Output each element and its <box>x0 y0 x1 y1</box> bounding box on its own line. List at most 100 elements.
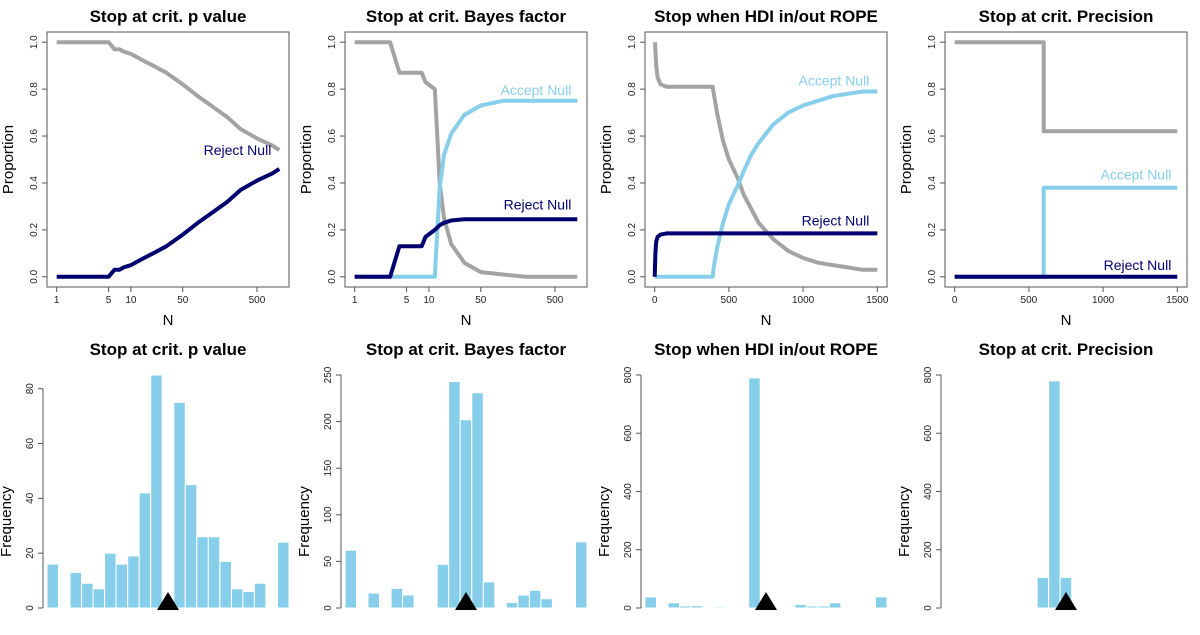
histogram-bar <box>436 563 450 609</box>
x-tick-label: 500 <box>721 295 738 306</box>
histogram-bar <box>127 555 140 609</box>
histogram-bar <box>367 592 380 609</box>
y-axis-label: Proportion <box>898 125 915 194</box>
series-line-reject-null <box>354 217 578 279</box>
y-axis-label: Proportion <box>298 125 315 194</box>
histogram-bar <box>817 605 830 609</box>
y-tick-label: 200 <box>323 413 334 430</box>
histogram-bar <box>344 549 357 609</box>
y-tick-label: 0.0 <box>29 269 40 283</box>
histogram-chart-3: Stop when HDI in/out ROPE 0 200 400 600 800 Fr… <box>596 340 888 611</box>
y-tick-label: 0.8 <box>927 82 938 96</box>
y-tick-label: 0.0 <box>627 269 638 283</box>
histogram-bar <box>459 419 473 609</box>
histogram-bar <box>690 605 704 609</box>
histogram-chart-2: Stop at crit. Bayes factor 0 50 100 150 200 25… <box>296 340 588 611</box>
y-tick-label: 0.8 <box>327 82 338 96</box>
series-line-undecided <box>56 40 281 152</box>
histogram-chart-1: Stop at crit. p value 0 20 40 60 80 Frequency <box>0 340 290 611</box>
y-tick-label: 0 <box>923 605 934 611</box>
chart-title: Stop when HDI in/out ROPE <box>654 340 878 359</box>
x-tick-label: 0 <box>652 295 658 306</box>
x-tick-label: 50 <box>177 295 189 306</box>
y-tick-label: 200 <box>623 541 634 558</box>
plot-frame <box>644 31 888 288</box>
histogram-bar <box>46 563 59 609</box>
series-line-undecided <box>354 40 578 279</box>
y-tick-label: 1.0 <box>927 35 938 49</box>
y-tick-label: 0.8 <box>29 82 40 96</box>
x-tick-label: 500 <box>1021 295 1038 306</box>
y-axis-label: Frequency <box>596 486 613 557</box>
y-tick-label: 1.0 <box>627 35 638 49</box>
chart-title: Stop at crit. Bayes factor <box>366 340 567 359</box>
chart-title: Stop at crit. p value <box>90 340 247 359</box>
y-tick-label: 0.4 <box>29 176 40 190</box>
y-tick-label: 150 <box>323 459 334 476</box>
series-line-reject-null <box>652 231 878 277</box>
histogram-bar <box>390 587 404 609</box>
plot-frame <box>944 31 1188 288</box>
histogram-bar <box>138 492 152 609</box>
y-tick-label: 400 <box>623 483 634 500</box>
y-tick-label: 40 <box>25 492 36 504</box>
y-tick-label: 800 <box>923 366 934 383</box>
histogram-bar <box>448 381 461 609</box>
histogram-bar <box>1048 380 1061 609</box>
histogram-bar <box>104 552 117 609</box>
value-marker-triangle <box>1055 592 1077 610</box>
histogram-bar <box>748 377 761 609</box>
series-label: Reject Null <box>504 196 572 212</box>
histogram-bar <box>196 536 209 609</box>
histogram-bar <box>173 401 186 609</box>
y-tick-label: 1.0 <box>29 35 40 49</box>
histogram-bar <box>402 594 415 609</box>
y-tick-label: 800 <box>623 366 634 383</box>
proportion-chart-4: Stop at crit. Precision 0 500 1000 1500 0.0 0.… <box>898 7 1189 329</box>
y-tick-label: 0 <box>623 605 634 611</box>
x-axis-label: N <box>461 312 472 329</box>
x-tick-label: 1500 <box>1166 295 1189 306</box>
histogram-bar <box>184 484 198 609</box>
series-label: Reject Null <box>204 142 272 158</box>
histogram-bar <box>1036 576 1050 609</box>
histogram-bar <box>482 581 496 609</box>
x-axis-label: N <box>761 312 772 329</box>
chart-title: Stop at crit. Precision <box>979 7 1154 26</box>
y-tick-label: 0.6 <box>327 129 338 143</box>
y-tick-label: 400 <box>923 483 934 500</box>
x-tick-label: 1 <box>54 295 60 306</box>
y-tick-label: 0.2 <box>29 222 40 236</box>
x-tick-label: 500 <box>249 295 266 306</box>
histogram-bar <box>494 606 507 609</box>
histogram-bar <box>92 588 106 609</box>
y-tick-label: 0.4 <box>627 176 638 190</box>
proportion-chart-1: Stop at crit. p value 1 5 10 50 500 0.0 0.2 0.4 0… <box>0 7 290 329</box>
y-tick-label: 0.8 <box>627 82 638 96</box>
y-tick-label: 0.2 <box>927 222 938 236</box>
histogram-bar <box>81 582 94 609</box>
histogram-bar <box>794 604 807 609</box>
histogram-bar <box>644 596 657 609</box>
histogram-bar <box>713 606 727 609</box>
plot-frame <box>46 31 290 288</box>
y-tick-label: 60 <box>25 438 36 450</box>
x-tick-label: 10 <box>125 295 137 306</box>
y-tick-label: 600 <box>923 424 934 441</box>
y-tick-label: 0.6 <box>627 129 638 143</box>
histogram-bar <box>828 602 842 609</box>
x-tick-label: 10 <box>423 295 435 306</box>
y-axis-label: Frequency <box>0 486 15 557</box>
histogram-bar <box>150 374 163 609</box>
histogram-bar <box>540 598 553 609</box>
x-tick-label: 1500 <box>866 295 889 306</box>
x-axis-label: N <box>163 312 174 329</box>
y-tick-label: 0 <box>25 605 36 611</box>
y-tick-label: 20 <box>25 547 36 559</box>
proportion-chart-3: Stop when HDI in/out ROPE 0 500 1000 1500 0.0… <box>598 7 889 329</box>
y-tick-label: 0.4 <box>327 176 338 190</box>
proportion-chart-2: Stop at crit. Bayes factor 1 5 10 50 500 0.0 0.… <box>298 7 588 329</box>
y-axis-label: Proportion <box>0 125 17 194</box>
histogram-bar <box>575 541 588 609</box>
